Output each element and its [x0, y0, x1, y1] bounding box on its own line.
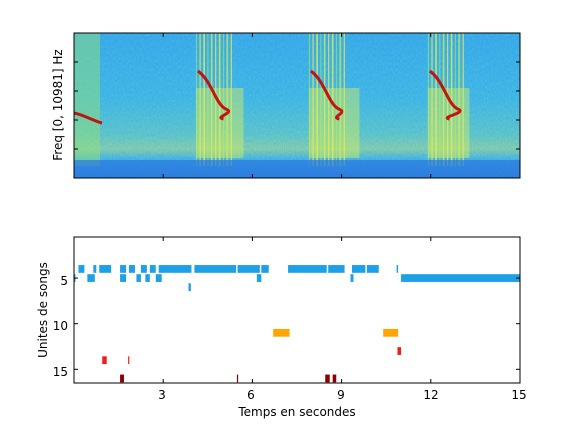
segmentation-ylabel: Unites de songs	[36, 262, 50, 358]
spectrogram-striation	[222, 33, 225, 166]
spectrogram-striation	[195, 33, 198, 166]
segmentation-frame	[73, 236, 521, 384]
spectrogram-sweep	[74, 111, 103, 125]
spectrogram-ylabel: Freq [0, 10981] Hz	[51, 49, 65, 160]
segment-mark	[158, 265, 192, 273]
spectrogram-striation	[454, 33, 457, 166]
spectrogram-striation	[210, 33, 213, 166]
spectrogram-striation	[335, 33, 338, 166]
segment-mark	[350, 274, 354, 282]
segmentation-xlabel: Temps en secondes	[237, 405, 355, 419]
spectrogram-striation	[320, 33, 322, 166]
segment-mark	[93, 265, 97, 273]
spectrogram-striation	[431, 33, 433, 166]
segment-mark	[332, 374, 337, 383]
spectrogram-bands	[74, 33, 520, 178]
segment-mark	[325, 374, 330, 383]
spectrogram-striation	[207, 33, 209, 166]
xtick-label-12: 12	[423, 388, 438, 402]
segment-mark	[99, 265, 112, 273]
xtick-label-9: 9	[337, 388, 345, 402]
segment-mark	[366, 265, 379, 273]
segment-mark	[256, 274, 262, 282]
spectrogram-sweep	[428, 69, 462, 121]
segment-mark	[149, 265, 156, 273]
segment-mark	[87, 274, 95, 282]
ytick-label-5: 5	[60, 274, 68, 288]
segment-mark	[194, 265, 237, 273]
spectrogram-striation	[230, 33, 232, 166]
spectrogram-striation	[308, 33, 311, 166]
spectrogram-striation	[312, 33, 314, 166]
spectrogram-striation	[324, 33, 326, 166]
segment-mark	[288, 265, 327, 273]
xtick-label-15: 15	[511, 388, 526, 402]
spectrogram-call-energy	[308, 88, 360, 158]
spectrogram-striation	[462, 33, 464, 166]
segment-mark	[129, 265, 135, 273]
spectrogram-striation	[227, 33, 229, 166]
segment-mark	[102, 356, 107, 365]
spectrogram-ticks	[74, 33, 520, 178]
spectrogram-sweeps	[74, 69, 462, 125]
spectrogram-striation	[459, 33, 461, 166]
xtick-label-3: 3	[158, 388, 166, 402]
spectrogram-striation	[219, 33, 221, 166]
spectrogram-striation	[316, 33, 318, 166]
segment-mark	[136, 274, 141, 282]
spectrogram-striation	[226, 33, 228, 166]
segment-mark	[120, 265, 127, 273]
spectrogram-striation	[340, 33, 342, 166]
segment-mark	[188, 283, 191, 292]
segment-mark	[120, 274, 127, 282]
segmentation-marks	[74, 265, 520, 383]
segment-mark	[352, 265, 366, 273]
spectrogram-frame	[73, 32, 521, 179]
segment-mark	[273, 328, 290, 337]
spectrogram-panel: Freq [0, 10981] Hz	[51, 32, 521, 179]
segment-mark	[397, 347, 402, 355]
spectrogram-striation	[443, 33, 445, 166]
segmentation-ticks	[74, 237, 521, 383]
segment-mark	[261, 265, 269, 273]
spectrogram-call-energy	[74, 33, 100, 166]
segment-mark	[155, 274, 162, 282]
segment-mark	[396, 265, 399, 273]
spectrogram-call-energy	[195, 88, 244, 158]
spectrogram-striation	[199, 33, 201, 166]
segment-mark	[128, 356, 130, 365]
spectrogram-striation	[203, 33, 205, 166]
spectrogram-sweep	[196, 69, 230, 121]
segmentation-panel: 3 6 9 12 15 5 10 15 Unites de songs Temp…	[36, 236, 527, 419]
spectrogram-noise	[74, 33, 520, 178]
spectrogram-striation	[451, 33, 453, 166]
ytick-label-10: 10	[53, 319, 68, 333]
segment-mark	[120, 374, 124, 383]
segment-mark	[140, 265, 147, 273]
ytick-label-15: 15	[53, 365, 68, 379]
spectrogram-low-band	[74, 160, 520, 178]
segment-mark	[237, 265, 260, 273]
spectrogram-striation	[343, 33, 345, 166]
segment-mark	[401, 274, 520, 282]
segment-mark	[145, 274, 150, 282]
segment-mark	[328, 265, 345, 273]
spectrogram-striation	[332, 33, 334, 166]
spectrogram-striation	[439, 33, 441, 166]
spectrogram-striation	[427, 33, 430, 166]
segment-mark	[78, 265, 85, 273]
segment-mark	[236, 374, 239, 383]
segmentation-background	[74, 237, 520, 383]
spectrogram-striation	[435, 33, 437, 166]
spectrogram-sweep	[309, 69, 344, 121]
segment-mark	[383, 328, 399, 337]
spectrogram-striation	[211, 33, 213, 166]
xtick-label-6: 6	[247, 388, 255, 402]
